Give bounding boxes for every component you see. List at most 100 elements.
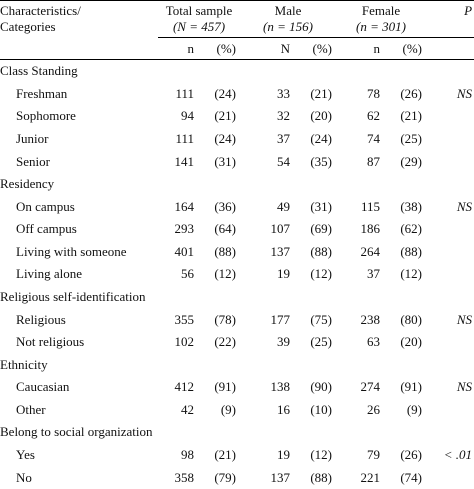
subheader-male-pct: (%): [296, 37, 337, 60]
cell-total-pct: (79): [214, 469, 237, 485]
cell-total-n: 401: [174, 243, 195, 259]
group-header-row: Ethnicity: [0, 353, 474, 376]
cell-total-pct: (22): [214, 334, 237, 350]
group-title: Religious self-identification: [0, 289, 146, 304]
cell-p: [426, 399, 474, 422]
subheader-total-n: n: [158, 37, 200, 60]
cell-female-pct: (29): [400, 153, 423, 169]
cell-total-n: 412: [174, 379, 195, 395]
cell-male-pct: (12): [310, 266, 333, 282]
table-row: Religious 355 (78) 177 (75) 238 (80) NS: [0, 308, 474, 331]
row-label: Caucasian: [16, 379, 70, 395]
cell-male-pct: (88): [310, 469, 333, 485]
cell-total-n: 111: [175, 130, 194, 146]
subheader-total-pct: (%): [200, 37, 241, 60]
cell-p: [426, 241, 474, 264]
cell-p: [426, 466, 474, 489]
cell-female-n: 79: [367, 446, 381, 462]
group-title: Belong to social organization: [0, 424, 153, 440]
cell-total-pct: (21): [214, 108, 237, 124]
subheader-p-empty: [426, 37, 474, 60]
cell-male-pct: (88): [310, 243, 333, 259]
subheader-female-pct: (%): [386, 37, 427, 60]
cell-female-pct: (26): [400, 85, 423, 101]
cell-total-n: 141: [174, 153, 195, 169]
header-characteristics: Characteristics/ Categories: [0, 0, 158, 38]
header-characteristics-line2: Categories: [0, 19, 56, 34]
cell-male-n: 19: [277, 446, 291, 462]
cell-male-n: 32: [277, 108, 291, 124]
row-label: Senior: [16, 153, 50, 169]
cell-p: [426, 128, 474, 151]
subheader-row: n (%) N (%) n (%): [0, 37, 474, 60]
row-label: On campus: [16, 198, 75, 214]
cell-total-n: 111: [175, 85, 194, 101]
header-total-n: (N = 457): [172, 19, 226, 34]
table-row: Senior 141 (31) 54 (35) 87 (29): [0, 150, 474, 173]
cell-female-n: 264: [360, 243, 381, 259]
cell-total-n: 293: [174, 221, 195, 237]
cell-p: NS: [456, 311, 473, 327]
cell-female-pct: (20): [400, 334, 423, 350]
cell-female-pct: (74): [400, 469, 423, 485]
header-total-sample: Total sample (N = 457): [158, 0, 241, 38]
cell-total-n: 56: [181, 266, 194, 282]
cell-male-pct: (75): [310, 311, 333, 327]
header-row: Characteristics/ Categories Total sample…: [0, 0, 474, 38]
cell-female-pct: (26): [400, 446, 423, 462]
cell-total-pct: (88): [214, 243, 237, 259]
cell-female-pct: (21): [400, 108, 423, 124]
cell-male-n: 19: [277, 266, 291, 282]
cell-total-pct: (31): [214, 153, 237, 169]
cell-total-pct: (64): [214, 221, 237, 237]
table-row: Sophomore 94 (21) 32 (20) 62 (21): [0, 105, 474, 128]
group-header-row: Religious self-identification: [0, 286, 474, 309]
cell-male-n: 16: [277, 401, 291, 417]
cell-female-pct: (38): [400, 198, 423, 214]
row-label: Freshman: [16, 85, 68, 101]
group-title: Residency: [0, 176, 55, 192]
subheader-empty: [0, 37, 158, 60]
row-label: Living alone: [16, 266, 83, 282]
row-label: Other: [16, 401, 46, 417]
cell-p: [426, 218, 474, 241]
table-row: Junior 111 (24) 37 (24) 74 (25): [0, 128, 474, 151]
cell-male-pct: (20): [310, 108, 333, 124]
cell-total-n: 42: [181, 401, 194, 417]
cell-female-n: 238: [360, 311, 381, 327]
cell-female-pct: (9): [406, 401, 423, 417]
cell-total-pct: (9): [220, 401, 237, 417]
cell-female-n: 78: [367, 85, 381, 101]
cell-total-n: 358: [174, 469, 195, 485]
header-characteristics-line1: Characteristics/: [0, 3, 81, 18]
row-label: Yes: [16, 446, 35, 462]
row-label: Sophomore: [16, 108, 76, 124]
table-row: Living with someone 401 (88) 137 (88) 264 (88): [0, 241, 474, 264]
cell-female-n: 186: [360, 221, 381, 237]
table-row: Caucasian 412 (91) 138 (90) 274 (91) NS: [0, 376, 474, 399]
row-label: Off campus: [16, 221, 77, 237]
table-row: On campus 164 (36) 49 (31) 115 (38) NS: [0, 195, 474, 218]
cell-female-pct: (25): [400, 130, 423, 146]
cell-male-pct: (69): [310, 221, 333, 237]
cell-female-n: 63: [367, 334, 381, 350]
cell-total-n: 102: [174, 334, 195, 350]
cell-female-pct: (91): [400, 379, 423, 395]
header-p: P: [426, 0, 474, 38]
cell-male-n: 137: [270, 469, 291, 485]
cell-female-pct: (80): [400, 311, 423, 327]
table-row: Freshman 111 (24) 33 (21) 78 (26) NS: [0, 83, 474, 106]
cell-p: NS: [456, 85, 473, 101]
cell-total-pct: (21): [214, 446, 237, 462]
header-male-n: (n = 156): [263, 19, 313, 34]
row-label: Not religious: [16, 334, 85, 350]
cell-female-pct: (88): [400, 243, 423, 259]
cell-total-pct: (91): [214, 379, 237, 395]
table-row: Not religious 102 (22) 39 (25) 63 (20): [0, 331, 474, 354]
cell-male-n: 177: [270, 311, 291, 327]
cell-male-pct: (25): [310, 334, 333, 350]
cell-male-pct: (35): [310, 153, 333, 169]
row-label: Junior: [16, 130, 49, 146]
